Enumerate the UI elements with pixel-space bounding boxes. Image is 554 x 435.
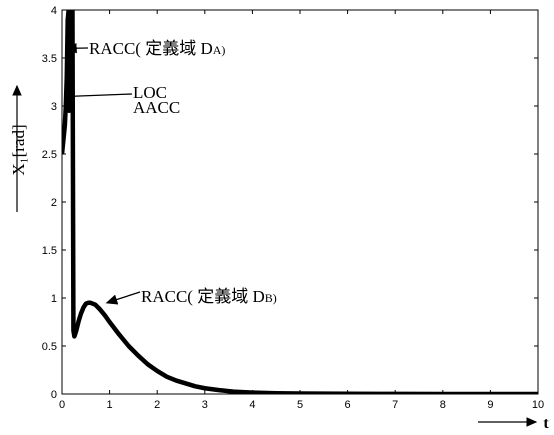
annotation-main-text: RACC( 定義域 D — [141, 287, 265, 306]
annotation-label-2: AACC — [133, 98, 180, 117]
annotation-label-1: LOC — [133, 83, 167, 102]
series-layer — [62, 10, 538, 394]
series-line-0 — [62, 10, 538, 394]
x-tick-label: 0 — [59, 399, 65, 411]
x-tick-label: 3 — [202, 399, 208, 411]
x-tick-label: 6 — [345, 399, 351, 411]
plot-axes — [61, 9, 539, 395]
axis-labels-layer: X₁[rad] t — [9, 84, 549, 432]
y-tick-label: 4 — [51, 5, 57, 17]
y-axis-label: X₁[rad] — [9, 124, 28, 175]
y-tick-label: 1.5 — [42, 245, 57, 257]
annotation-sub-text: A) — [213, 43, 226, 57]
y-tick-label: 3 — [51, 101, 57, 113]
y-tick-label: 2.5 — [42, 149, 57, 161]
annotation-label-0: RACC( 定義域 DA) — [89, 39, 225, 58]
annotation-main-text: AACC — [133, 98, 180, 117]
x-tick-label: 2 — [154, 399, 160, 411]
y-tick-label: 0.5 — [42, 341, 57, 353]
axis-ticks: 0 1 2 3 4 5 6 7 8 9 10 0 0.5 1 1.5 2 2.5 3 3.5 4 — [42, 5, 544, 411]
plot-frame — [61, 9, 539, 395]
y-tick-label: 1 — [51, 293, 57, 305]
x-tick-label: 8 — [440, 399, 446, 411]
annotation-label-3: RACC( 定義域 DB) — [141, 287, 277, 306]
annotation-arrow-3 — [105, 291, 141, 305]
x-tick-label: 4 — [249, 399, 255, 411]
x-tick-label: 9 — [487, 399, 493, 411]
y-tick-label: 3.5 — [42, 53, 57, 65]
annotation-main-text: RACC( 定義域 D — [89, 39, 213, 58]
x-axis-label: t — [543, 415, 549, 432]
y-tick-label: 0 — [51, 389, 57, 401]
annotation-sub-text: B) — [265, 291, 277, 305]
x-tick-label: 1 — [107, 399, 113, 411]
x-tick-label: 5 — [297, 399, 303, 411]
annotation-main-text: LOC — [133, 83, 167, 102]
annotation-arrow-1 — [69, 93, 133, 98]
y-tick-label: 2 — [51, 197, 57, 209]
x-tick-label: 10 — [532, 399, 544, 411]
x-tick-label: 7 — [392, 399, 398, 411]
